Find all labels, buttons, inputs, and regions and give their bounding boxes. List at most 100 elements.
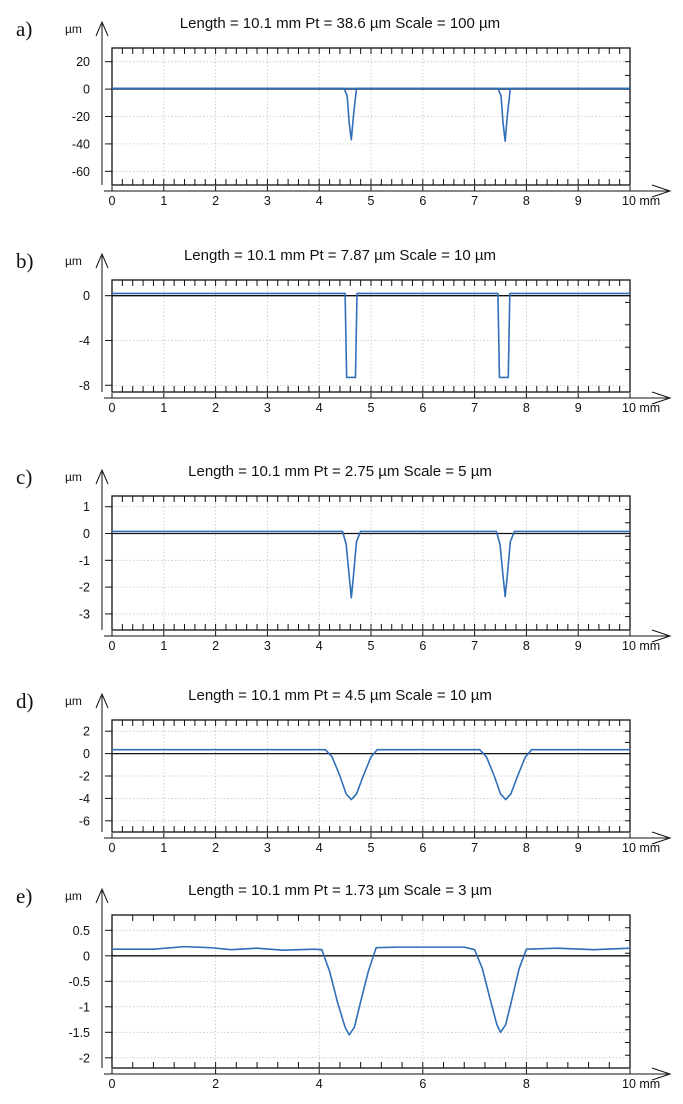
x-axis-arrow-icon — [651, 184, 672, 198]
chart-title: Length = 10.1 mm Pt = 7.87 µm Scale = 10… — [184, 247, 496, 264]
x-axis-arrow-icon — [651, 831, 672, 845]
y-tick-label: -2 — [79, 770, 90, 784]
panel-letter: d) — [16, 689, 34, 713]
y-tick-label: -8 — [79, 379, 90, 393]
x-tick-label: 7 — [471, 401, 478, 415]
y-tick-label: -40 — [72, 137, 90, 151]
x-tick-label: 6 — [419, 194, 426, 208]
y-tick-label: -4 — [79, 792, 90, 806]
y-tick-label: 0 — [83, 289, 90, 303]
x-tick-label: 2 — [212, 194, 219, 208]
y-unit-label: µm — [65, 694, 82, 708]
y-tick-label: 0 — [83, 949, 90, 963]
panel-letter: a) — [16, 17, 32, 41]
x-axis-arrow-icon — [651, 1067, 672, 1081]
y-tick-label: -1 — [79, 1000, 90, 1014]
y-tick-label: 20 — [76, 55, 90, 69]
x-tick-label: 8 — [523, 401, 530, 415]
profile-line — [112, 87, 630, 141]
x-tick-label: 3 — [264, 841, 271, 855]
x-tick-label: 6 — [419, 1077, 426, 1091]
y-tick-label: -6 — [79, 814, 90, 828]
y-unit-label: µm — [65, 470, 82, 484]
y-axis-arrow-icon — [95, 468, 109, 485]
x-tick-label: 9 — [575, 194, 582, 208]
x-tick-label: 4 — [316, 194, 323, 208]
x-tick-label: 2 — [212, 401, 219, 415]
x-tick-label: 0 — [109, 1077, 116, 1091]
chart-title: Length = 10.1 mm Pt = 2.75 µm Scale = 5 … — [188, 463, 492, 480]
y-tick-label: -2 — [79, 581, 90, 595]
x-axis-arrow-icon — [651, 391, 672, 405]
x-tick-label: 4 — [316, 639, 323, 653]
profile-line — [112, 748, 630, 801]
y-axis-arrow-icon — [95, 252, 109, 269]
x-tick-label: 1 — [160, 194, 167, 208]
panel-letter: c) — [16, 465, 32, 489]
x-tick-label: 7 — [471, 841, 478, 855]
x-tick-label: 10 mm — [622, 194, 660, 208]
y-tick-label: 0 — [83, 83, 90, 97]
x-tick-label: 0 — [109, 401, 116, 415]
y-tick-label: -0.5 — [68, 975, 90, 989]
y-tick-label: -3 — [79, 607, 90, 621]
chart-title: Length = 10.1 mm Pt = 1.73 µm Scale = 3 … — [188, 882, 492, 899]
x-tick-label: 1 — [160, 639, 167, 653]
x-tick-label: 6 — [419, 841, 426, 855]
y-tick-label: 2 — [83, 725, 90, 739]
x-tick-label: 6 — [419, 401, 426, 415]
y-tick-label: -1 — [79, 554, 90, 568]
y-axis-arrow-icon — [95, 887, 109, 904]
y-unit-label: µm — [65, 254, 82, 268]
x-tick-label: 2 — [212, 841, 219, 855]
y-unit-label: µm — [65, 22, 82, 36]
panel-a: a) µm Length = 10.1 mm Pt = 38.6 µm Scale … — [16, 15, 672, 208]
x-tick-label: 1 — [160, 401, 167, 415]
x-tick-label: 7 — [471, 194, 478, 208]
x-tick-label: 3 — [264, 401, 271, 415]
x-tick-label: 10 mm — [622, 1077, 660, 1091]
x-tick-label: 8 — [523, 639, 530, 653]
x-tick-label: 5 — [368, 401, 375, 415]
x-tick-label: 4 — [316, 401, 323, 415]
y-tick-label: 1 — [83, 500, 90, 514]
x-tick-label: 5 — [368, 841, 375, 855]
x-tick-label: 1 — [160, 841, 167, 855]
x-tick-label: 9 — [575, 401, 582, 415]
x-tick-label: 5 — [368, 194, 375, 208]
x-tick-label: 9 — [575, 639, 582, 653]
x-tick-label: 9 — [575, 841, 582, 855]
x-tick-label: 8 — [523, 194, 530, 208]
x-tick-label: 5 — [368, 639, 375, 653]
x-tick-label: 10 mm — [622, 639, 660, 653]
profile-line — [112, 945, 631, 1036]
panel-d: d) µm Length = 10.1 mm Pt = 4.5 µm Scale =… — [16, 687, 672, 855]
x-tick-label: 4 — [316, 841, 323, 855]
panel-e: e) µm Length = 10.1 mm Pt = 1.73 µm Scale … — [16, 882, 672, 1091]
y-tick-label: -20 — [72, 110, 90, 124]
x-tick-label: 2 — [212, 1077, 219, 1091]
x-tick-label: 2 — [212, 639, 219, 653]
x-tick-label: 8 — [523, 841, 530, 855]
x-tick-label: 0 — [109, 194, 116, 208]
y-axis-arrow-icon — [95, 692, 109, 709]
x-tick-label: 10 mm — [622, 401, 660, 415]
y-tick-label: 0 — [83, 527, 90, 541]
profile-line — [112, 530, 630, 599]
y-tick-label: -60 — [72, 165, 90, 179]
x-tick-label: 7 — [471, 639, 478, 653]
panel-b: b) µm Length = 10.1 mm Pt = 7.87 µm Scale … — [16, 247, 672, 415]
y-axis-arrow-icon — [95, 20, 109, 37]
y-tick-label: -4 — [79, 334, 90, 348]
x-tick-label: 3 — [264, 194, 271, 208]
x-tick-label: 3 — [264, 639, 271, 653]
x-tick-label: 8 — [523, 1077, 530, 1091]
chart-title: Length = 10.1 mm Pt = 4.5 µm Scale = 10 … — [188, 687, 492, 704]
plot-frame — [111, 914, 631, 1069]
panel-letter: b) — [16, 249, 34, 273]
y-tick-label: 0.5 — [73, 924, 90, 938]
y-tick-label: 0 — [83, 747, 90, 761]
profile-line — [112, 87, 630, 142]
y-tick-label: -2 — [79, 1051, 90, 1065]
